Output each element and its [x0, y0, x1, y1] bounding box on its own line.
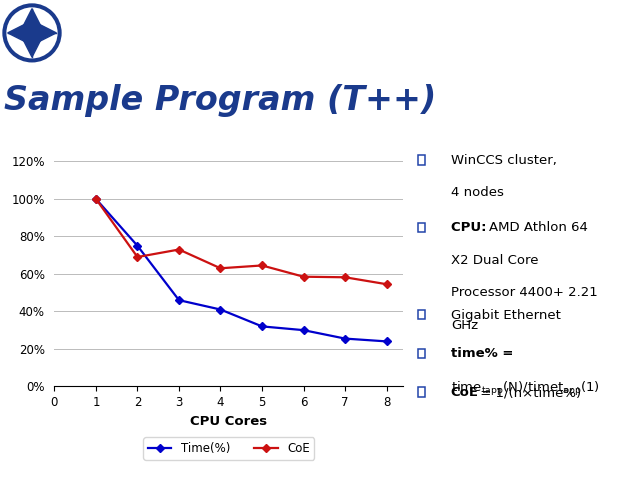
Text: Gigabit Ethernet: Gigabit Ethernet — [451, 309, 561, 322]
Text: = 1/(n×time%): = 1/(n×time%) — [476, 386, 581, 399]
CoE — [175, 247, 183, 252]
CoE — [341, 275, 349, 280]
Polygon shape — [8, 23, 31, 43]
Text: Open TS: an advanced tool for parallel and distributed computing.: Open TS: an advanced tool for parallel a… — [72, 25, 571, 38]
Time(%) — [217, 307, 225, 312]
Time(%) — [175, 297, 183, 303]
CoE — [383, 281, 390, 287]
Bar — [418, 387, 425, 397]
Text: GHz: GHz — [451, 319, 478, 332]
Text: Processor 4400+ 2.21: Processor 4400+ 2.21 — [451, 286, 598, 299]
Polygon shape — [22, 9, 42, 32]
Time(%) — [300, 327, 307, 333]
Text: CPU:: CPU: — [451, 221, 491, 234]
Text: X2 Dual Core: X2 Dual Core — [451, 254, 538, 267]
Bar — [418, 310, 425, 319]
Line: CoE: CoE — [93, 196, 390, 288]
Text: 4 nodes: 4 nodes — [451, 186, 504, 199]
Time(%) — [258, 324, 266, 329]
Bar — [418, 223, 425, 232]
Text: CoE: CoE — [451, 386, 479, 399]
CoE — [258, 263, 266, 268]
CoE — [92, 196, 100, 202]
CoE — [134, 254, 141, 260]
Polygon shape — [22, 34, 42, 57]
Bar — [418, 155, 425, 165]
Line: Time(%): Time(%) — [93, 196, 390, 345]
Text: AMD Athlon 64: AMD Athlon 64 — [489, 221, 588, 234]
Text: Sample Program (T++): Sample Program (T++) — [4, 84, 436, 117]
CoE — [217, 265, 225, 271]
Time(%) — [383, 338, 390, 344]
Legend: Time(%), CoE: Time(%), CoE — [143, 437, 314, 460]
Text: time$_{\mathregular{tapp}}$(N)/timet$_{\mathregular{app}}$(1): time$_{\mathregular{tapp}}$(N)/timet$_{\… — [451, 380, 600, 398]
Time(%) — [134, 243, 141, 249]
Time(%) — [341, 336, 349, 341]
Circle shape — [5, 6, 59, 60]
CoE — [300, 274, 307, 279]
Text: time% =: time% = — [451, 348, 513, 360]
Circle shape — [30, 31, 34, 35]
Text: WinCCS cluster,: WinCCS cluster, — [451, 154, 557, 167]
Polygon shape — [33, 23, 56, 43]
X-axis label: CPU Cores: CPU Cores — [190, 415, 268, 428]
Bar — [418, 348, 425, 358]
Time(%) — [92, 196, 100, 202]
